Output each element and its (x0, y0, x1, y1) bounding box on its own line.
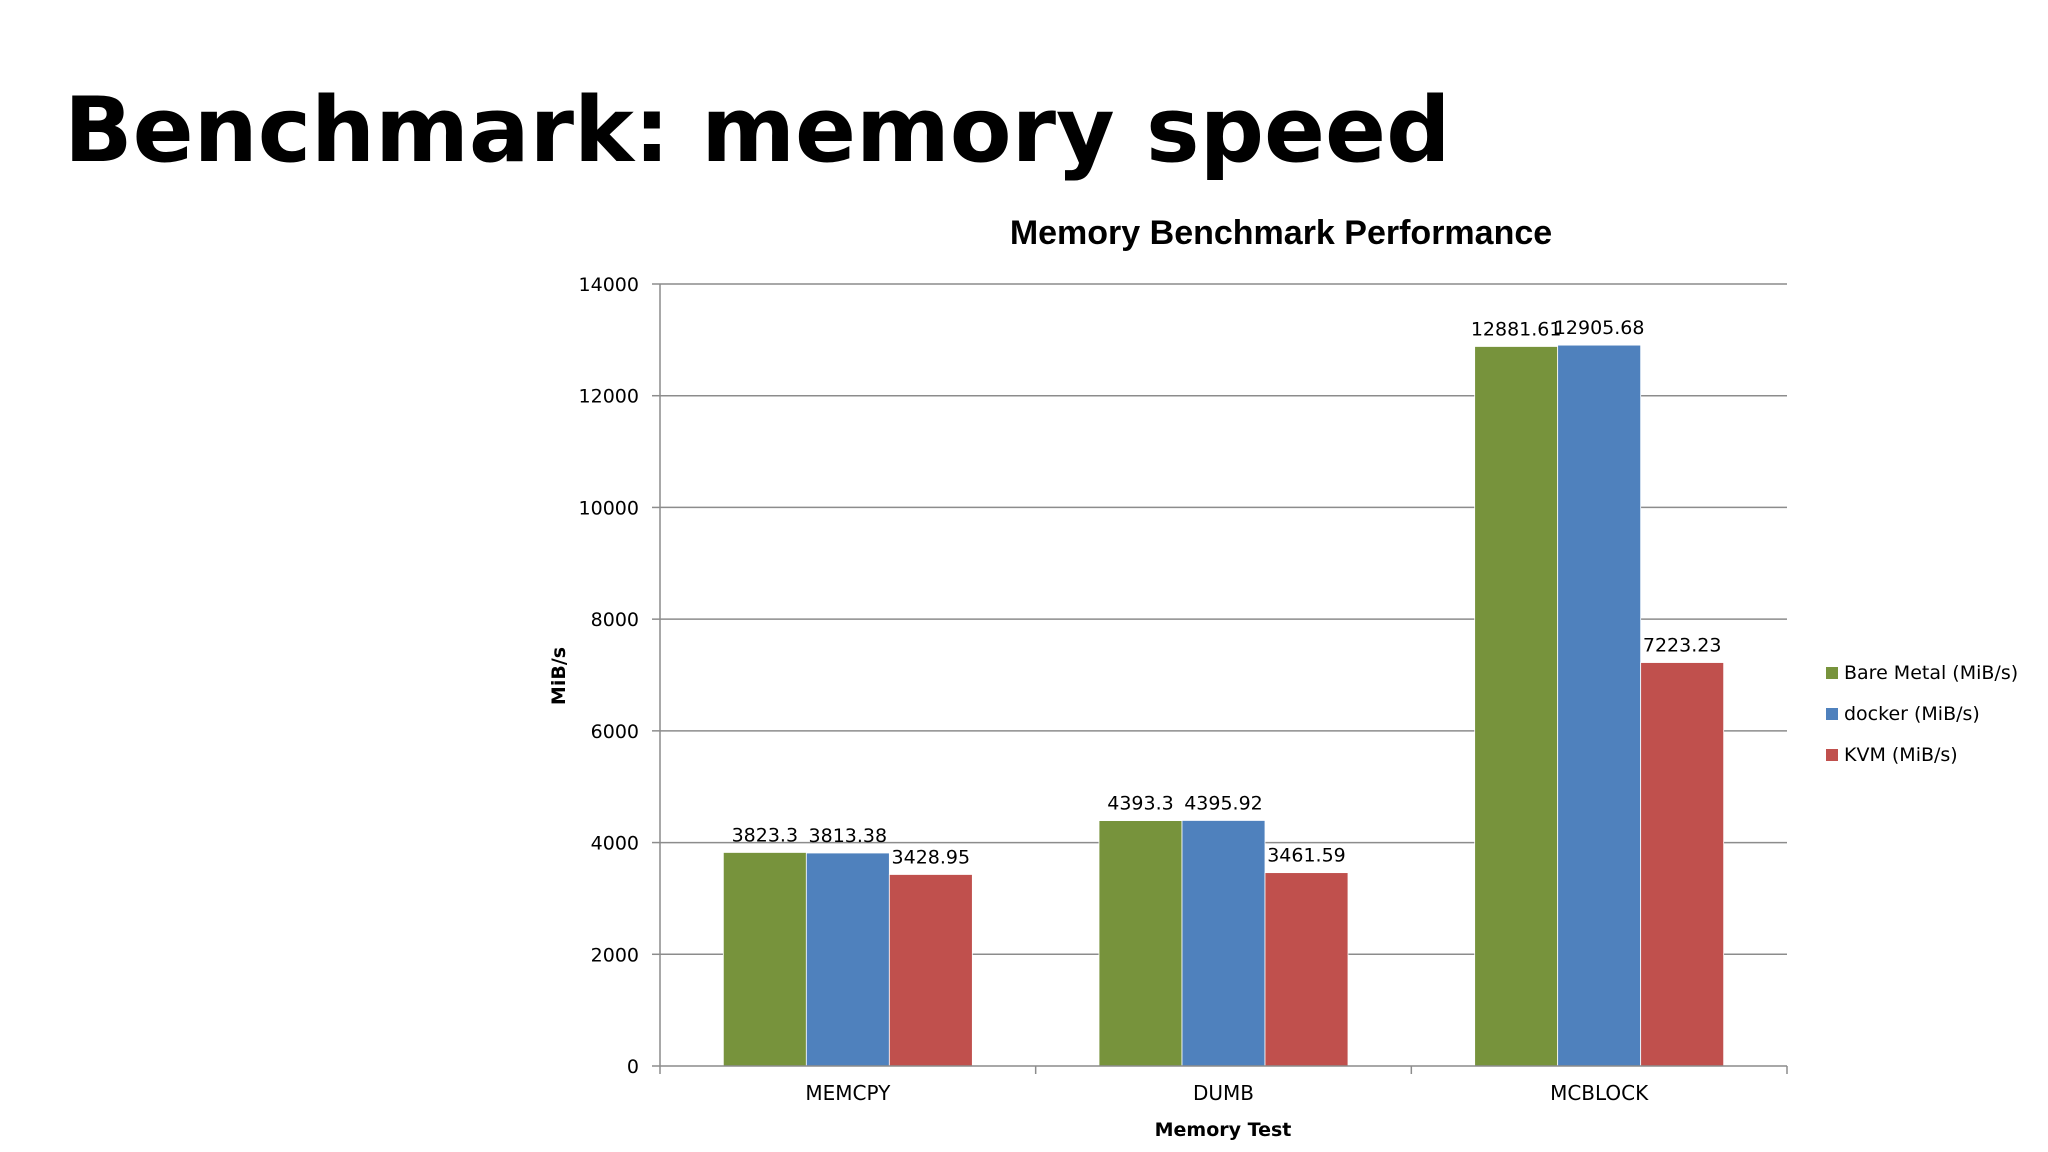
bar (1474, 346, 1559, 1067)
legend-swatch (1826, 708, 1838, 720)
axes (659, 284, 1788, 1074)
x-axis-title: Memory Test (1155, 1119, 1292, 1141)
data-label: 4393.3 (1107, 793, 1173, 815)
bars (722, 344, 1725, 1067)
y-tick-label: 2000 (591, 944, 639, 966)
y-tick-label: 14000 (579, 274, 639, 296)
x-category-label: MEMCPY (805, 1081, 891, 1105)
legend-label: KVM (MiB/s) (1844, 744, 1958, 766)
x-category-label: MCBLOCK (1550, 1081, 1649, 1105)
y-tick-labels: 0 2000 4000 6000 8000 10000 12000 14000 (579, 274, 639, 1078)
bar (1557, 344, 1642, 1067)
y-axis-title: MiB/s (548, 647, 570, 705)
y-tick-label: 10000 (579, 497, 639, 519)
y-tick-label: 0 (627, 1056, 639, 1078)
legend-label: Bare Metal (MiB/s) (1844, 662, 2018, 684)
chart-title: Memory Benchmark Performance (1010, 214, 1552, 252)
legend-swatch (1826, 667, 1838, 679)
x-category-labels: MEMCPY DUMB MCBLOCK (805, 1081, 1649, 1105)
data-label: 3461.59 (1267, 845, 1346, 867)
bar (1264, 872, 1349, 1067)
y-tick-label: 4000 (591, 833, 639, 855)
legend-swatch (1826, 749, 1838, 761)
bar (1640, 662, 1725, 1067)
data-label: 12881.61 (1471, 318, 1562, 340)
bar (1181, 820, 1266, 1067)
bar (722, 852, 807, 1067)
legend-label: docker (MiB/s) (1844, 703, 1980, 725)
data-label: 3428.95 (892, 846, 971, 868)
y-tick-label: 6000 (591, 721, 639, 743)
slide-title: Benchmark: memory speed (64, 78, 1451, 183)
bar (805, 852, 890, 1067)
bar (888, 874, 973, 1067)
y-tick-label: 12000 (579, 386, 639, 408)
x-category-label: DUMB (1193, 1081, 1254, 1105)
data-label: 12905.68 (1554, 317, 1645, 339)
data-label: 3813.38 (809, 825, 888, 847)
bar (1098, 820, 1183, 1067)
data-label: 7223.23 (1643, 635, 1722, 657)
data-label: 4395.92 (1184, 792, 1263, 814)
y-tick-label: 8000 (591, 609, 639, 631)
legend: Bare Metal (MiB/s) docker (MiB/s) KVM (MiB… (1826, 662, 2018, 766)
data-label: 3823.3 (732, 824, 798, 846)
